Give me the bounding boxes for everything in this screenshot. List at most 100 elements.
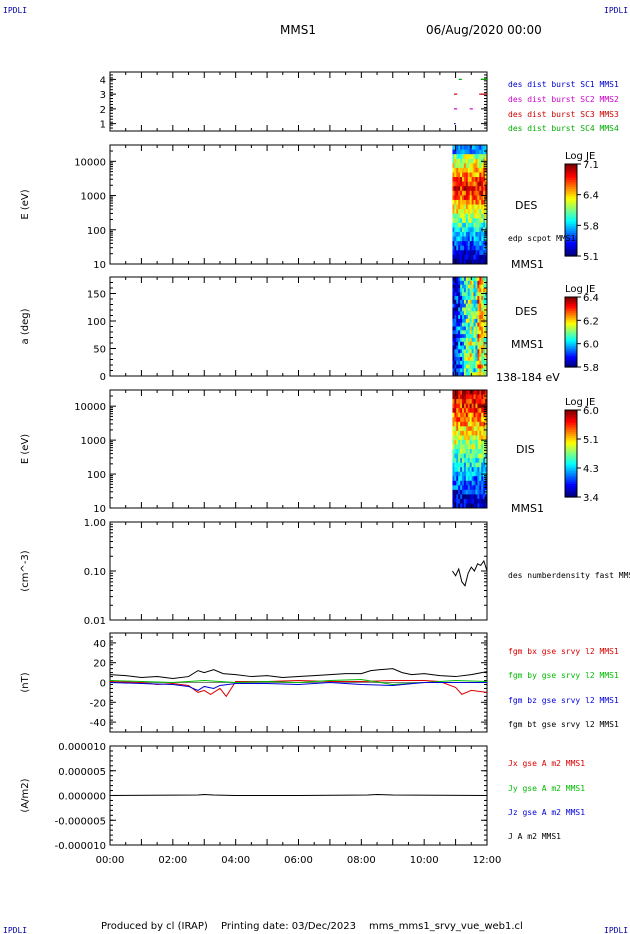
- dis-energy-colorbar-label: 5.1: [583, 435, 599, 446]
- dis-energy-colorbar-cell: [565, 462, 577, 465]
- des-energy-cell: [467, 199, 471, 205]
- dis-energy-cell: [479, 503, 482, 509]
- dis-energy-cell: [473, 435, 476, 441]
- des-energy-cell: [471, 218, 475, 224]
- des-energy-cell: [454, 254, 457, 260]
- dis-energy-colorbar-frame: [564, 409, 578, 498]
- des-energy-colorbar-cell: [565, 166, 577, 170]
- des-pitch-angle-cell: [462, 372, 465, 377]
- des-pitch-angle-cell: [463, 337, 467, 343]
- des-pitch-angle-cell: [469, 307, 473, 312]
- dis-energy-cell: [458, 485, 461, 491]
- des-pitch-angle-cell: [454, 341, 457, 347]
- dis-energy-colorbar-cell: [565, 444, 577, 448]
- des-energy-cell: [469, 186, 473, 192]
- des-pitch-angle-cell: [467, 345, 471, 350]
- dis-energy-cell: [469, 489, 473, 495]
- des-pitch-angle-colorbar-cell: [565, 314, 577, 317]
- des-pitch-angle-cell: [473, 364, 476, 369]
- des-energy-cell: [460, 245, 463, 251]
- des-pitch-angle-cell: [452, 368, 455, 373]
- des-energy-cell: [463, 158, 467, 164]
- dis-energy-cell: [477, 498, 480, 504]
- des-energy-cell: [477, 158, 480, 164]
- des-pitch-angle-cell: [479, 334, 482, 339]
- des-pitch-angle-cell: [485, 299, 488, 305]
- dis-energy-cell: [458, 503, 461, 509]
- des-energy-cell: [469, 195, 473, 201]
- dis-energy-cell: [481, 467, 484, 473]
- dis-energy-cell: [471, 439, 475, 445]
- des-pitch-angle-cell: [469, 356, 473, 362]
- des-energy-cell: [485, 167, 488, 173]
- des-energy-cell: [485, 250, 488, 256]
- dis-energy-cell: [460, 430, 463, 436]
- des-energy-cell: [483, 199, 486, 205]
- des-energy-bottom-label: MMS1: [511, 258, 544, 271]
- des-pitch-angle-cell: [467, 315, 471, 320]
- dis-energy-ytick-label: 10: [93, 504, 106, 515]
- time-axis-label: 04:00: [221, 855, 250, 866]
- des-energy-cell: [462, 177, 465, 183]
- dis-energy-cell: [460, 449, 463, 455]
- dis-energy-cell: [481, 480, 484, 486]
- dis-energy-cell: [469, 498, 473, 504]
- des-energy-colorbar-label: 7.1: [583, 160, 599, 171]
- des-pitch-angle-cell: [471, 356, 475, 362]
- des-energy-cell: [456, 167, 459, 173]
- des-energy-cell: [485, 209, 488, 215]
- dis-energy-cell: [462, 408, 465, 414]
- des-energy-cell: [475, 172, 478, 178]
- dis-energy-cell: [467, 498, 471, 504]
- des-energy-colorbar-cell: [565, 205, 577, 209]
- des-pitch-angle-cell: [477, 292, 480, 297]
- des-pitch-angle-cell: [460, 288, 463, 293]
- des-energy-cell: [463, 204, 467, 210]
- des-energy-cell: [479, 199, 482, 205]
- des-pitch-angle-cell: [479, 288, 482, 293]
- des-pitch-angle-cell: [463, 368, 467, 373]
- des-energy-cell: [469, 222, 473, 228]
- des-pitch-angle-cell: [469, 322, 473, 327]
- des-energy-cell: [462, 195, 465, 201]
- dis-energy-cell: [471, 480, 475, 486]
- des-energy-cell: [471, 145, 475, 151]
- dis-energy-cell: [469, 485, 473, 491]
- current-legend-jz: Jz gse A m2 MMS1: [508, 808, 585, 817]
- des-energy-cell: [454, 204, 457, 210]
- dis-energy-cell: [452, 467, 455, 473]
- des-pitch-angle-cell: [456, 368, 459, 373]
- dis-energy-cell: [462, 494, 465, 500]
- des-energy-cell: [477, 149, 480, 155]
- dis-energy-cell: [473, 390, 476, 396]
- dis-energy-cell: [483, 449, 486, 455]
- des-pitch-angle-cell: [452, 288, 455, 293]
- des-energy-cell: [456, 259, 459, 265]
- des-energy-cell: [483, 195, 486, 201]
- des-pitch-angle-cell: [473, 341, 476, 347]
- des-energy-cell: [456, 190, 459, 196]
- des-pitch-angle-cell: [473, 307, 476, 312]
- des-energy-cell: [458, 190, 461, 196]
- des-energy-cell: [479, 254, 482, 260]
- des-pitch-angle-cell: [481, 360, 484, 366]
- dis-energy-cell: [463, 417, 467, 423]
- dis-energy-cell: [456, 399, 459, 405]
- dis-energy-cell: [465, 449, 469, 455]
- des-pitch-angle-colorbar-cell: [565, 365, 577, 368]
- des-energy-cell: [463, 163, 467, 169]
- dis-energy-cell: [456, 489, 459, 495]
- dis-energy-cell: [475, 503, 478, 509]
- logo-left-bottom: IPDLI: [3, 926, 27, 934]
- des-energy-cell: [463, 218, 467, 224]
- des-pitch-angle-cell: [483, 299, 486, 305]
- des-pitch-angle-colorbar-cell: [565, 344, 577, 347]
- dis-energy-cell: [479, 467, 482, 473]
- dis-energy-cell: [452, 403, 455, 409]
- des-energy-colorbar-label: 6.4: [583, 191, 599, 202]
- des-energy-cell: [471, 245, 475, 251]
- dis-energy-cell: [477, 403, 480, 409]
- des-pitch-angle-cell: [469, 364, 473, 369]
- dis-energy-cell: [452, 421, 455, 427]
- fgm-legend: fgm bx gse srvy l2 MMS1 fgm by gse srvy …: [508, 647, 619, 729]
